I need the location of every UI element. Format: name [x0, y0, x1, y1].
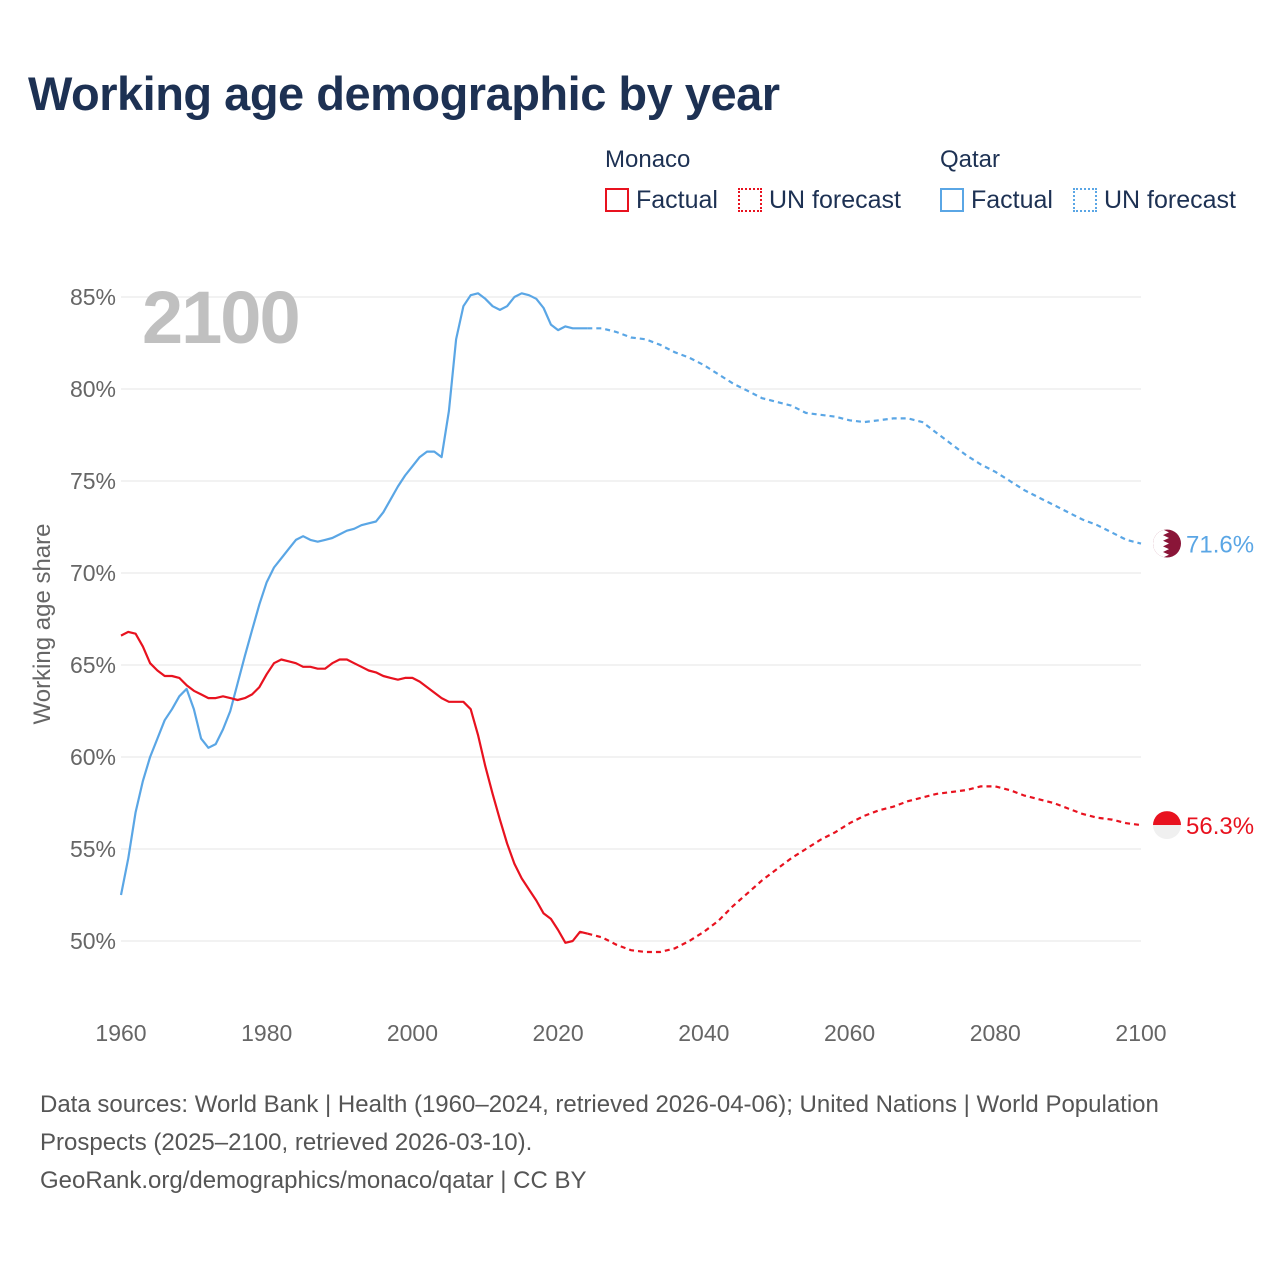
data-sources: Data sources: World Bank | Health (1960–…	[40, 1091, 1159, 1156]
monaco-flag-icon	[1153, 811, 1181, 840]
legend-swatch-solid-icon	[940, 188, 964, 212]
legend-monaco-factual[interactable]: Factual	[605, 185, 718, 215]
y-axis-ticks: 50% 55% 60% 65% 70% 75% 80% 85%	[70, 284, 116, 954]
legend-label: Factual	[636, 185, 718, 214]
footer: Data sources: World Bank | Health (1960–…	[40, 1086, 1200, 1200]
series-monaco-forecast	[587, 785, 1142, 954]
x-axis-ticks: 1960 1980 2000 2020 2040 2060 2080 2100	[95, 1020, 1166, 1046]
series-qatar-forecast	[587, 327, 1142, 545]
credit-line: GeoRank.org/demographics/monaco/qatar | …	[40, 1167, 587, 1194]
legend-label: UN forecast	[1104, 185, 1236, 214]
x-tick-label: 2060	[824, 1020, 875, 1046]
y-tick-label: 80%	[70, 376, 116, 402]
y-tick-label: 50%	[70, 928, 116, 954]
x-tick-label: 2100	[1115, 1020, 1166, 1046]
monaco-end-label: 56.3%	[1186, 813, 1254, 840]
y-tick-label: 85%	[70, 284, 116, 310]
qatar-end-label: 71.6%	[1186, 532, 1254, 559]
end-markers: 71.6% 56.3%	[1153, 529, 1254, 840]
x-tick-label: 1980	[241, 1020, 292, 1046]
y-tick-label: 70%	[70, 560, 116, 586]
legend-swatch-solid-icon	[605, 188, 629, 212]
x-tick-label: 2000	[387, 1020, 438, 1046]
legend-qatar-forecast[interactable]: UN forecast	[1073, 185, 1236, 215]
legend-label: Factual	[971, 185, 1053, 214]
x-tick-label: 1960	[95, 1020, 146, 1046]
y-tick-label: 75%	[70, 468, 116, 494]
x-tick-label: 2040	[678, 1020, 729, 1046]
y-tick-label: 60%	[70, 744, 116, 770]
legend-monaco-forecast[interactable]: UN forecast	[738, 185, 901, 215]
x-tick-label: 2020	[533, 1020, 584, 1046]
y-tick-label: 65%	[70, 652, 116, 678]
series-qatar-factual	[119, 292, 588, 896]
legend-qatar-factual[interactable]: Factual	[940, 185, 1053, 215]
year-watermark: 2100	[142, 276, 299, 359]
y-axis-label: Working age share	[29, 524, 56, 725]
legend-label: UN forecast	[769, 185, 901, 214]
series-lines	[119, 292, 1142, 954]
x-tick-label: 2080	[970, 1020, 1021, 1046]
legend-swatch-dotted-icon	[738, 188, 762, 212]
y-tick-label: 55%	[70, 836, 116, 862]
gridlines	[121, 296, 1141, 942]
series-monaco-factual	[120, 630, 588, 944]
legend-group-monaco: Monaco	[605, 146, 691, 173]
legend-swatch-dotted-icon	[1073, 188, 1097, 212]
qatar-flag-icon	[1153, 529, 1181, 558]
chart-title: Working age demographic by year	[28, 67, 780, 120]
legend-group-qatar: Qatar	[940, 146, 1001, 173]
